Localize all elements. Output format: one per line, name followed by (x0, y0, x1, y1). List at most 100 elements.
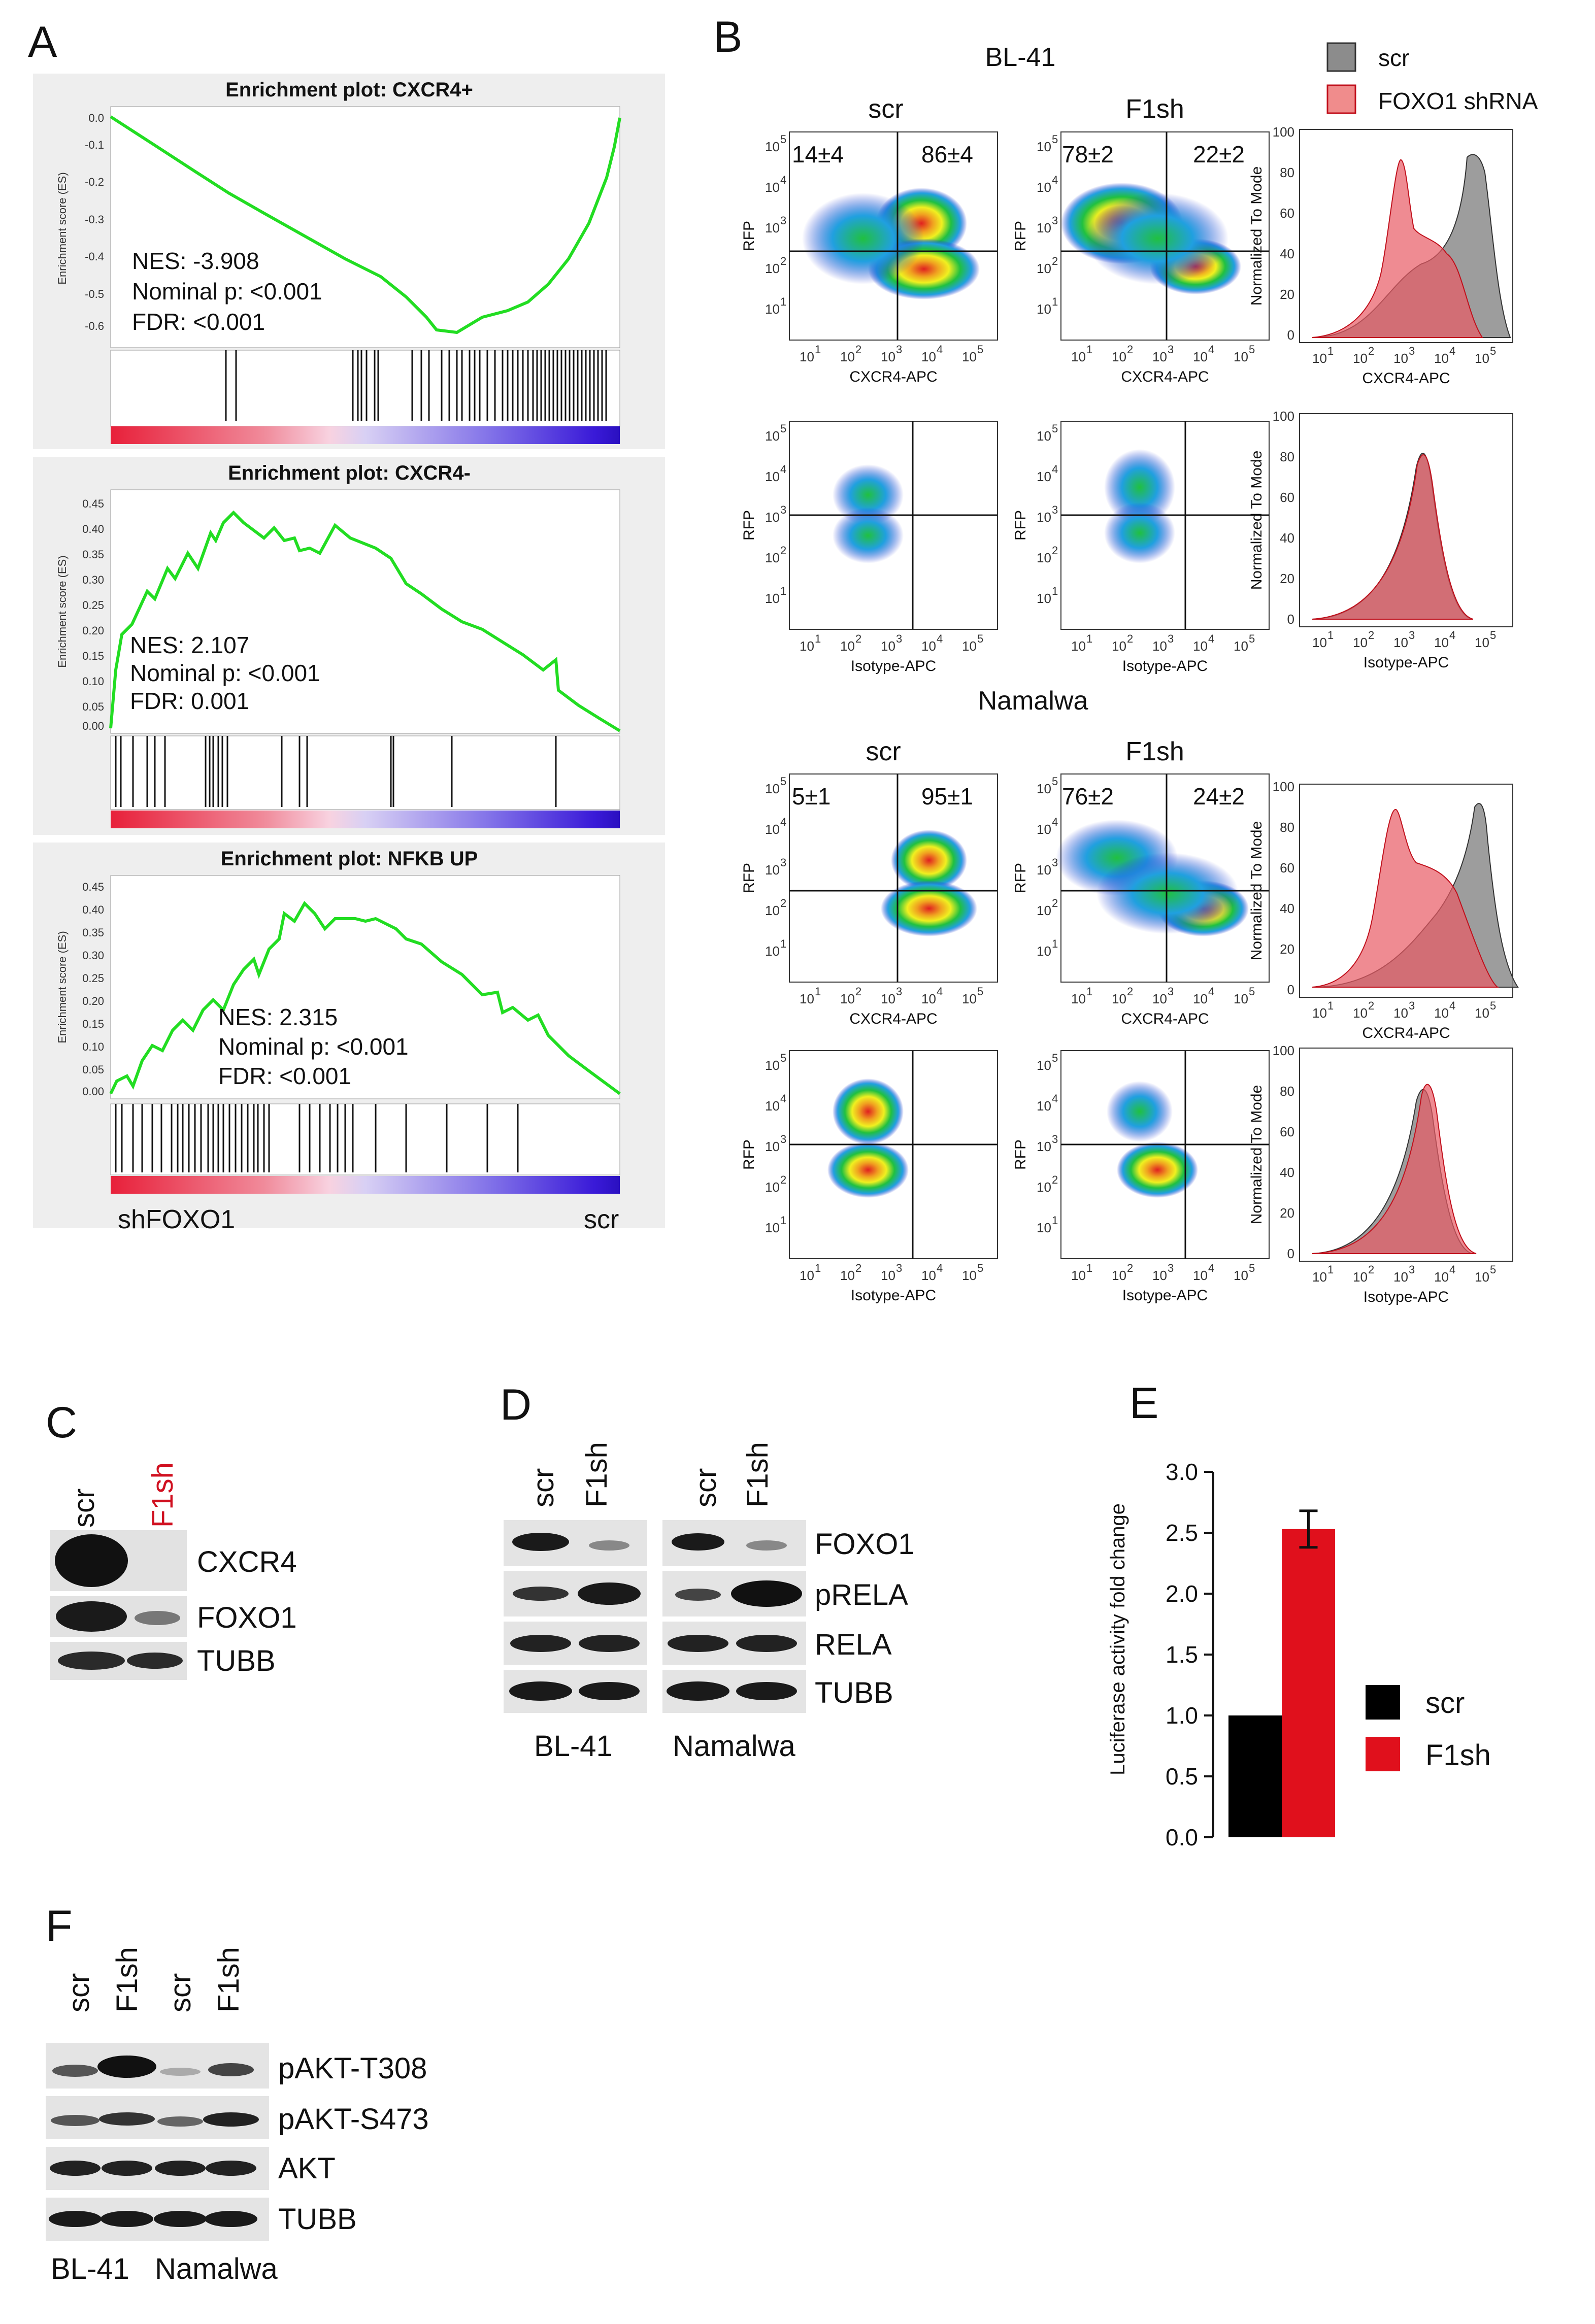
xtick-base: 10 (1193, 991, 1208, 1006)
event-density (1104, 449, 1175, 525)
xtick-base: 10 (840, 638, 855, 654)
xtick-exp: 2 (1127, 343, 1133, 356)
event-density (833, 1079, 904, 1144)
lane-label: scr (62, 1973, 95, 2012)
xtick-exp: 4 (1449, 1263, 1455, 1276)
ytick-base: 10 (1037, 944, 1051, 959)
dotplot: 10 110 110 210 210 310 310 410 410 510 5Isotype-AP… (1012, 1050, 1270, 1304)
quadrant-right: 86±4 (921, 141, 973, 167)
band-label: pAKT-S473 (278, 2103, 429, 2136)
ytick-base: 10 (1037, 1220, 1051, 1235)
xtick-base: 10 (1312, 1269, 1327, 1285)
rank-bar (111, 1176, 620, 1194)
x-axis-label: Isotype-APC (1364, 654, 1449, 671)
band (205, 2211, 257, 2227)
ytick: 0 (1287, 982, 1294, 997)
xtick-exp: 3 (1409, 629, 1415, 642)
xtick-exp: 5 (1490, 629, 1496, 642)
xtick-exp: 1 (1327, 1263, 1334, 1276)
bar-f1sh (1282, 1529, 1335, 1837)
y-axis-label: RFP (741, 510, 757, 541)
hit-area (110, 350, 620, 427)
xtick-exp: 2 (1127, 985, 1133, 998)
xtick-base: 10 (1434, 635, 1449, 650)
ytick: 20 (1280, 287, 1294, 302)
ytick-exp: 5 (1052, 1052, 1058, 1064)
ytick: 0.30 (82, 574, 104, 586)
ytick-exp: 2 (780, 255, 786, 267)
ytick-label: 3.0 (1166, 1459, 1198, 1485)
xtick-base: 10 (1312, 635, 1327, 650)
gsea-xlabel-right: scr (584, 1205, 619, 1234)
rank-bar (111, 811, 620, 828)
xtick-base: 10 (1353, 1005, 1368, 1021)
y-axis-label: RFP (741, 863, 757, 893)
band (672, 1533, 724, 1551)
ytick-base: 10 (1037, 301, 1051, 317)
xtick-base: 10 (1234, 638, 1248, 654)
ytick: 20 (1280, 941, 1294, 957)
ytick-base: 10 (765, 591, 780, 606)
y-axis-label: RFP (1012, 510, 1029, 541)
ytick: 80 (1280, 449, 1294, 464)
ytick-exp: 3 (780, 856, 786, 869)
x-axis-label: Isotype-APC (851, 1287, 936, 1304)
gene-hits (115, 736, 557, 807)
band (49, 2211, 102, 2227)
x-axis-label: Isotype-APC (1122, 1287, 1208, 1304)
y-axis-label: Normalized To Mode (1248, 451, 1265, 590)
xtick-exp: 5 (1490, 1263, 1496, 1276)
xtick-exp: 4 (1208, 632, 1214, 645)
ytick-base: 10 (1037, 220, 1051, 235)
ytick: -0.6 (85, 320, 104, 332)
band (512, 1533, 569, 1551)
ytick: 40 (1280, 246, 1294, 261)
ytick: 0.30 (82, 949, 104, 962)
ytick-exp: 4 (1052, 816, 1058, 828)
ytick-exp: 2 (780, 1173, 786, 1186)
ytick-exp: 1 (780, 585, 786, 597)
ytick: 80 (1280, 165, 1294, 180)
xtick-base: 10 (1112, 638, 1126, 654)
gsea-plot-area (110, 489, 620, 734)
y-axis-label: Normalized To Mode (1248, 166, 1265, 306)
xtick-exp: 1 (1086, 343, 1092, 356)
xtick-base: 10 (1353, 1269, 1368, 1285)
histogram-foxo1-shrna (1312, 454, 1474, 620)
ytick: -0.1 (85, 139, 104, 151)
band-label: CXCR4 (197, 1545, 297, 1578)
quadrant-right: 24±2 (1193, 783, 1245, 810)
xtick-exp: 5 (1249, 632, 1255, 645)
x-axis-label: CXCR4-APC (1121, 368, 1209, 385)
band-label: pRELA (815, 1578, 908, 1611)
band (55, 1534, 128, 1587)
ytick: -0.3 (85, 213, 104, 226)
x-axis-label: CXCR4-APC (1121, 1011, 1209, 1027)
ytick: 100 (1273, 779, 1294, 794)
ytick-exp: 4 (1052, 1092, 1058, 1105)
ytick: 0.15 (82, 1018, 104, 1030)
ytick-base: 10 (1037, 510, 1051, 525)
nominal-p: Nominal p: <0.001 (218, 1033, 409, 1060)
ytick-exp: 1 (1052, 585, 1058, 597)
xtick-base: 10 (840, 1268, 855, 1283)
band (731, 1580, 802, 1607)
ytick-exp: 2 (1052, 255, 1058, 267)
xtick-exp: 1 (815, 632, 821, 645)
band (127, 1653, 183, 1669)
ytick: -0.4 (85, 250, 104, 263)
ytick-exp: 4 (780, 1092, 786, 1105)
ytick-exp: 4 (1052, 463, 1058, 476)
nominal-p: Nominal p: <0.001 (132, 278, 322, 305)
nes: NES: 2.107 (130, 632, 249, 658)
ytick-exp: 3 (1052, 856, 1058, 869)
ytick: 0.45 (82, 497, 104, 510)
xtick-base: 10 (1234, 1268, 1248, 1283)
xtick-exp: 5 (1249, 343, 1255, 356)
y-axis-label: Normalized To Mode (1248, 1085, 1265, 1225)
event-density (891, 830, 967, 891)
band-label: TUBB (278, 2203, 357, 2236)
ytick: 0.35 (82, 926, 104, 939)
xtick-base: 10 (881, 638, 895, 654)
